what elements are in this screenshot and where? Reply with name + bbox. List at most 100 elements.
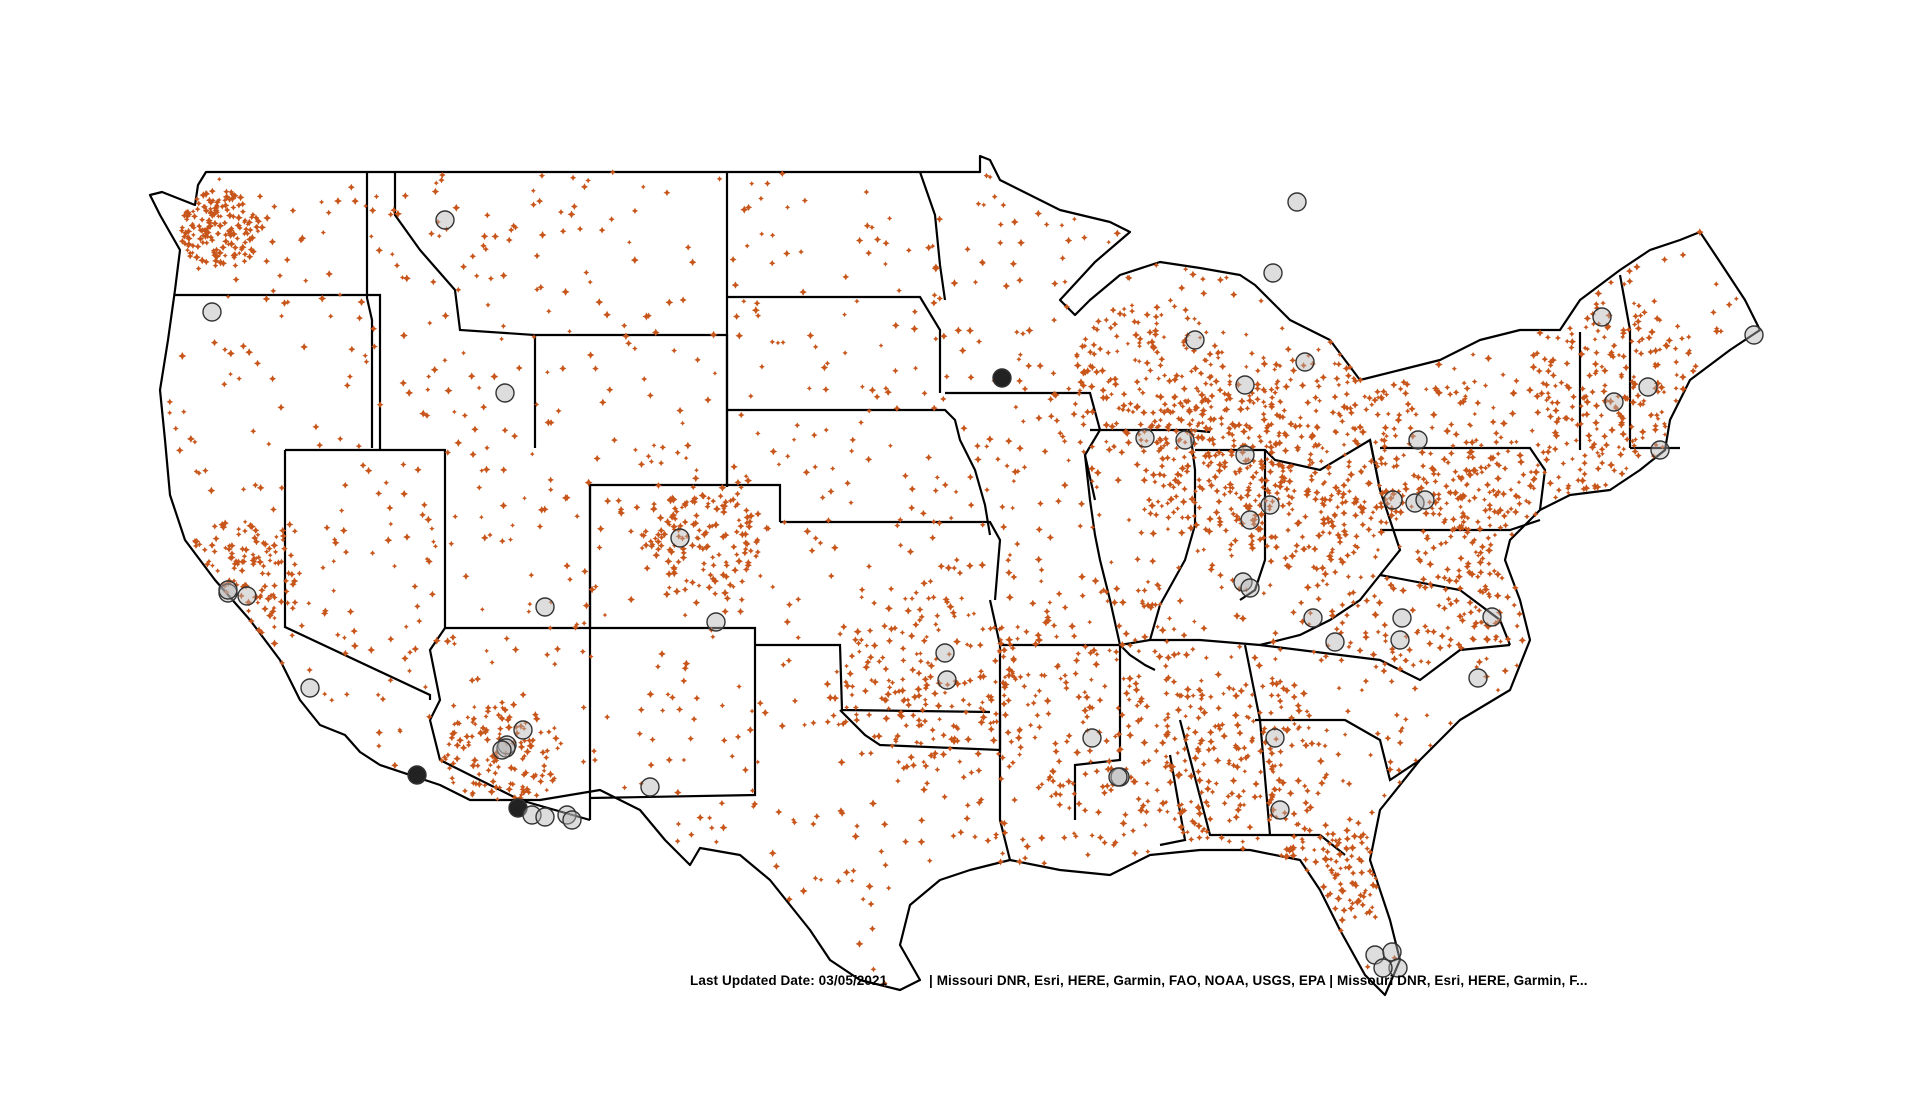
site-marker[interactable] (1340, 509, 1348, 517)
site-marker[interactable] (1582, 484, 1591, 492)
site-marker[interactable] (1332, 428, 1338, 434)
site-marker[interactable] (1375, 598, 1384, 607)
site-marker[interactable] (438, 757, 445, 764)
site-marker[interactable] (487, 762, 494, 768)
site-marker[interactable] (1034, 631, 1043, 639)
site-marker[interactable] (1166, 481, 1174, 489)
site-marker[interactable] (1284, 345, 1292, 353)
site-marker[interactable] (763, 524, 771, 532)
site-marker[interactable] (921, 390, 928, 397)
site-marker[interactable] (1134, 555, 1141, 563)
site-marker[interactable] (1350, 549, 1357, 556)
site-marker[interactable] (1260, 359, 1269, 368)
site-marker[interactable] (321, 607, 329, 615)
site-marker[interactable] (1361, 499, 1368, 505)
site-marker[interactable] (908, 504, 916, 512)
site-marker[interactable] (1233, 512, 1241, 520)
site-marker[interactable] (1285, 562, 1293, 571)
site-marker[interactable] (548, 599, 554, 605)
site-marker[interactable] (1278, 462, 1286, 470)
site-marker[interactable] (1695, 228, 1704, 237)
site-marker[interactable] (734, 733, 742, 741)
site-marker[interactable] (1380, 436, 1388, 445)
site-marker[interactable] (334, 631, 341, 638)
site-marker[interactable] (1081, 449, 1087, 455)
site-marker[interactable] (1179, 802, 1185, 807)
site-marker[interactable] (1164, 454, 1171, 462)
site-marker[interactable] (1172, 427, 1180, 435)
site-marker[interactable] (1633, 263, 1641, 271)
site-marker[interactable] (1077, 439, 1084, 446)
site-marker[interactable] (1481, 497, 1487, 503)
site-marker[interactable] (791, 819, 798, 826)
site-marker[interactable] (504, 716, 512, 724)
site-marker[interactable] (1406, 646, 1414, 654)
site-marker[interactable] (1304, 708, 1310, 715)
site-marker[interactable] (1377, 528, 1386, 537)
site-marker[interactable] (1164, 674, 1172, 682)
site-marker[interactable] (1091, 350, 1098, 358)
site-marker[interactable] (1257, 438, 1264, 445)
site-marker[interactable] (1088, 363, 1097, 371)
site-marker[interactable] (504, 741, 510, 747)
site-marker[interactable] (975, 767, 983, 774)
site-marker[interactable] (1526, 499, 1532, 506)
site-marker[interactable] (1543, 397, 1550, 403)
site-marker[interactable] (1112, 375, 1119, 383)
site-marker[interactable] (327, 313, 334, 320)
site-marker[interactable] (1499, 419, 1508, 428)
site-marker[interactable] (1466, 448, 1474, 457)
site-marker[interactable] (1073, 656, 1081, 665)
site-marker[interactable] (853, 627, 862, 636)
site-marker[interactable] (271, 624, 277, 630)
site-marker[interactable] (1452, 430, 1460, 438)
site-marker[interactable] (1318, 779, 1326, 787)
site-marker[interactable] (1233, 471, 1239, 477)
site-marker[interactable] (1430, 490, 1438, 499)
site-marker[interactable] (692, 474, 700, 483)
site-marker[interactable] (679, 296, 687, 304)
site-marker[interactable] (1072, 401, 1079, 407)
site-marker[interactable] (936, 295, 943, 302)
site-marker[interactable] (1549, 399, 1556, 406)
site-marker[interactable] (1230, 686, 1237, 692)
site-marker[interactable] (1473, 604, 1479, 610)
site-marker[interactable] (1165, 526, 1171, 532)
site-marker[interactable] (347, 183, 355, 191)
site-marker[interactable] (538, 172, 546, 179)
site-marker[interactable] (1397, 544, 1403, 549)
site-marker[interactable] (1011, 796, 1018, 804)
site-marker[interactable] (1183, 713, 1189, 719)
site-marker[interactable] (1079, 381, 1088, 390)
site-marker[interactable] (997, 775, 1005, 783)
site-marker[interactable] (1384, 433, 1390, 439)
site-marker[interactable] (1269, 763, 1276, 770)
site-marker[interactable] (1164, 500, 1171, 507)
site-marker[interactable] (1652, 363, 1659, 370)
site-marker[interactable] (1499, 575, 1505, 581)
site-marker[interactable] (923, 780, 931, 787)
site-marker[interactable] (911, 308, 918, 315)
site-marker[interactable] (696, 527, 703, 534)
highlighted-site-ring[interactable] (1082, 728, 1102, 748)
highlighted-site-ring[interactable] (1650, 440, 1670, 460)
site-marker[interactable] (1461, 513, 1468, 520)
site-marker[interactable] (1192, 403, 1201, 412)
site-marker[interactable] (1015, 468, 1021, 475)
site-marker[interactable] (871, 599, 878, 607)
site-marker[interactable] (245, 348, 254, 357)
site-marker[interactable] (319, 199, 325, 205)
site-marker[interactable] (515, 364, 523, 372)
site-marker[interactable] (298, 622, 306, 629)
site-marker[interactable] (791, 697, 799, 705)
site-marker[interactable] (234, 561, 241, 568)
site-marker[interactable] (1318, 509, 1324, 515)
site-marker[interactable] (1618, 470, 1626, 478)
site-marker[interactable] (1493, 438, 1500, 446)
site-marker[interactable] (785, 453, 791, 460)
site-marker[interactable] (1514, 623, 1520, 629)
site-marker[interactable] (484, 707, 492, 715)
site-marker[interactable] (1005, 437, 1013, 445)
site-marker[interactable] (656, 513, 665, 522)
site-marker[interactable] (231, 244, 239, 252)
